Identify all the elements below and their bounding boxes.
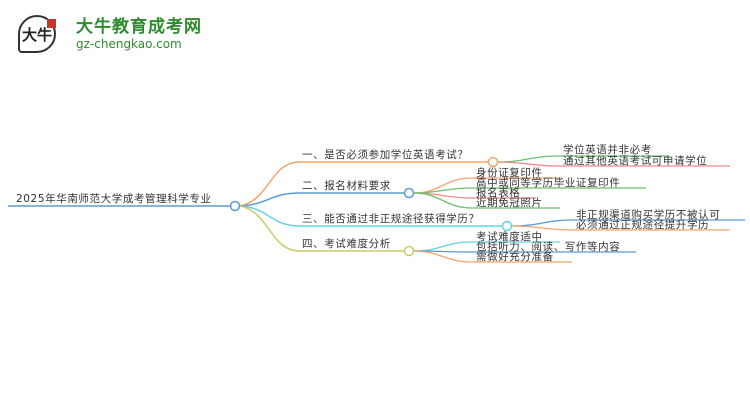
- child-item[interactable]: 通过其他英语考试可申请学位: [563, 154, 707, 167]
- logo-name: 大牛教育成考网: [76, 17, 202, 37]
- branch-1-label[interactable]: 一、是否必须参加学位英语考试？: [302, 148, 469, 161]
- root-node[interactable]: 2025年华南师范大学成考管理科学专业: [16, 192, 212, 205]
- child-item[interactable]: 学位英语并非必考: [563, 143, 652, 156]
- branch-3-connector: [239, 205, 502, 227]
- branch-4-toggle[interactable]: [403, 245, 415, 257]
- branch-1-connector: [239, 161, 488, 207]
- child-item[interactable]: 非正规渠道购买学历不被认可: [576, 208, 720, 221]
- child-item[interactable]: 报名表格: [476, 186, 520, 199]
- branch-4-label[interactable]: 四、考试难度分析: [302, 237, 391, 250]
- child-item[interactable]: 需做好充分准备: [476, 250, 554, 263]
- child-connector: [511, 225, 730, 231]
- child-item[interactable]: 高中或同等学历毕业证复印件: [476, 176, 620, 189]
- child-item[interactable]: 身份证复印件: [476, 166, 543, 179]
- branch-2-toggle[interactable]: [403, 187, 415, 199]
- branch-1-toggle[interactable]: [487, 156, 499, 168]
- branch-2-label[interactable]: 二、报名材料要求: [302, 179, 391, 192]
- logo-url: gz-chengkao.com: [76, 37, 182, 51]
- child-item[interactable]: 考试难度适中: [476, 230, 543, 243]
- branch-3-toggle[interactable]: [501, 220, 513, 232]
- child-connector: [497, 161, 730, 167]
- child-connector: [413, 250, 572, 263]
- child-item[interactable]: 必须通过正规途径提升学历: [576, 218, 709, 231]
- child-item[interactable]: 近期免冠照片: [476, 196, 543, 209]
- logo-mark-icon: 大牛: [18, 15, 56, 53]
- child-connector: [413, 192, 560, 209]
- branch-4-connector: [239, 205, 404, 252]
- branch-3-label[interactable]: 三、能否通过非正规途径获得学历？: [302, 212, 480, 225]
- root-toggle[interactable]: [229, 200, 241, 212]
- child-item[interactable]: 包括听力、阅读、写作等内容: [476, 240, 620, 253]
- branch-2-connector: [239, 192, 404, 207]
- logo: 大牛 大牛教育成考网 gz-chengkao.com: [18, 15, 202, 53]
